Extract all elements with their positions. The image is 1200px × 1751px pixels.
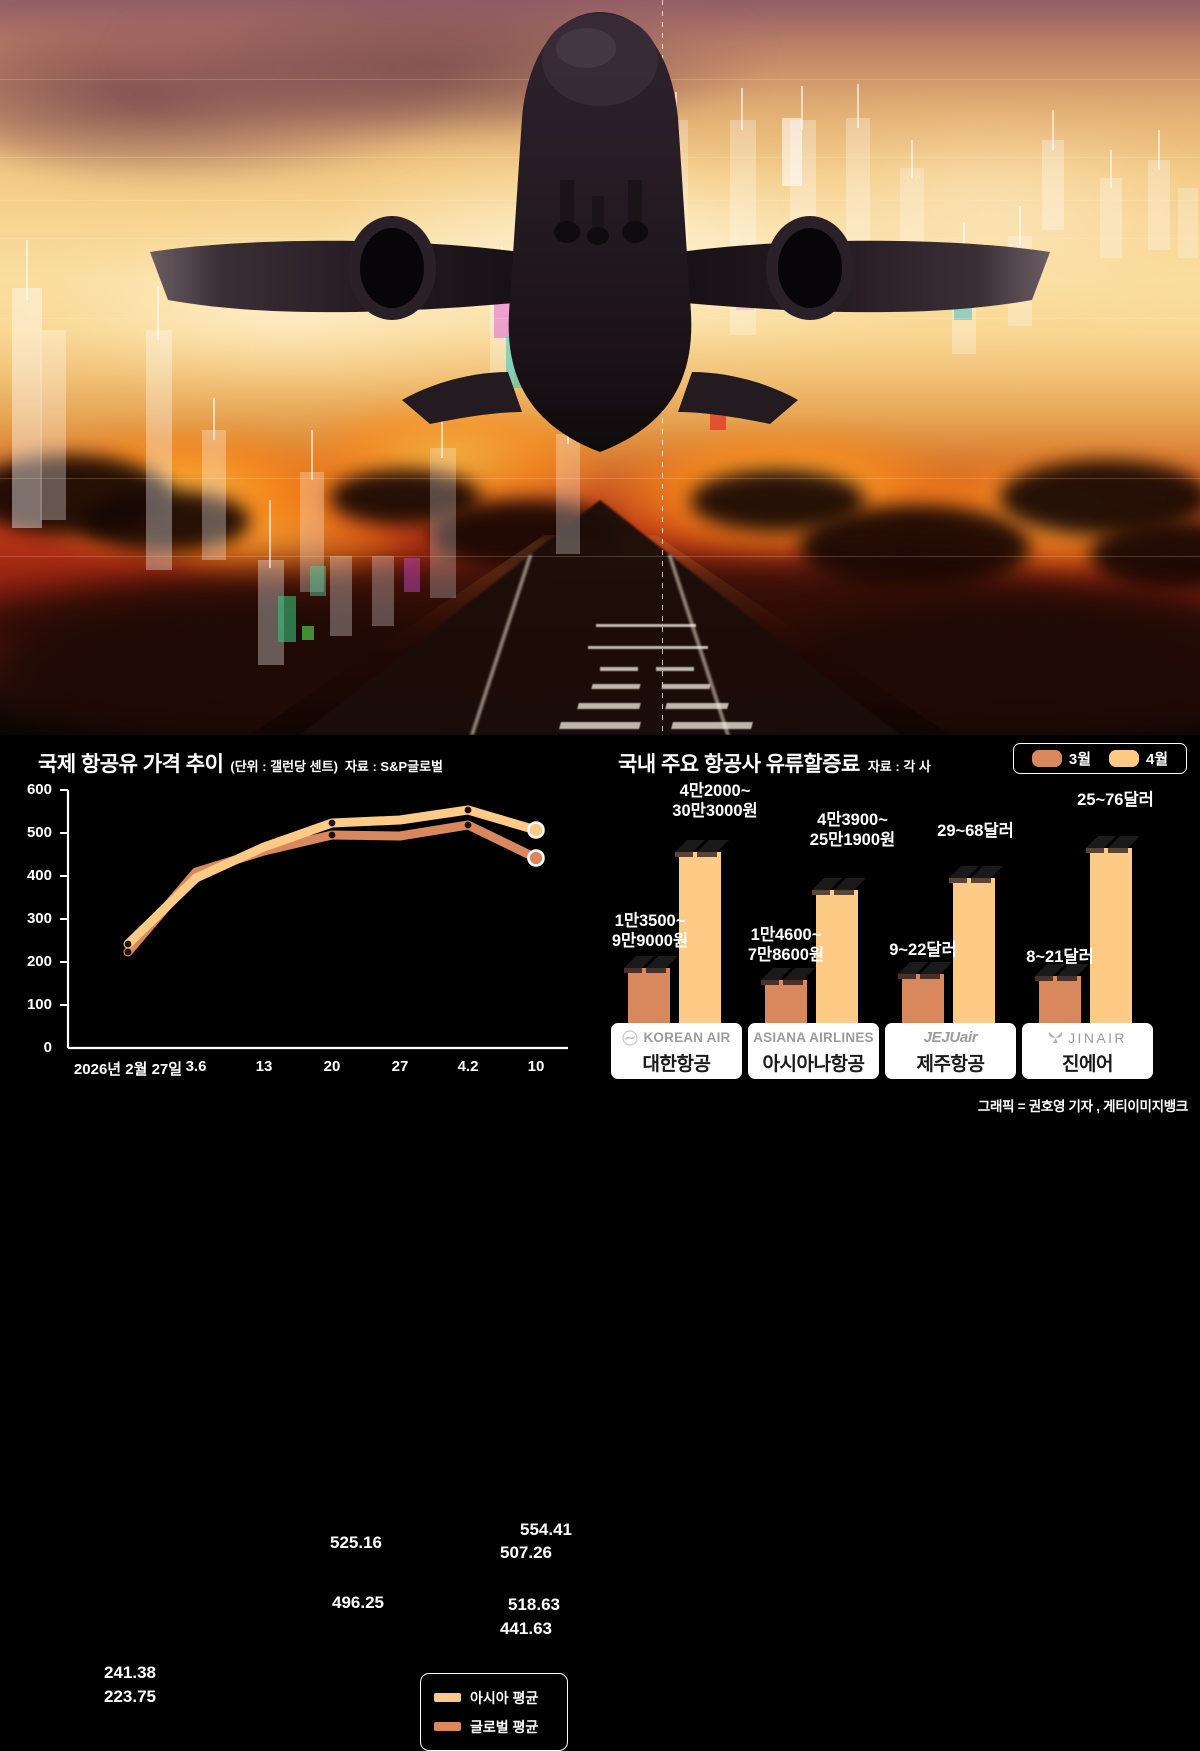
data-label-asia-first: 241.38 bbox=[104, 1663, 156, 1682]
airline-card-jinair[interactable]: JINAIR 진에어 bbox=[1022, 1023, 1153, 1079]
airline-card-asiana[interactable]: ASIANA AIRLINES 아시아나항공 bbox=[748, 1023, 879, 1079]
value-label-jejuair-march: 9~22달러 bbox=[889, 941, 957, 959]
bar-asiana-april bbox=[812, 878, 866, 1030]
y-axis-tick-200: 200 bbox=[26, 953, 52, 970]
runway-marking bbox=[656, 667, 694, 671]
data-label-global-first: 223.75 bbox=[104, 1687, 156, 1706]
value-label-jinair-march: 8~21달러 bbox=[1026, 948, 1094, 966]
data-label-global-last: 441.63 bbox=[500, 1619, 552, 1638]
airline-en-name: JEJUair bbox=[923, 1029, 978, 1046]
data-label-asia-42: 554.41 bbox=[520, 1520, 572, 1539]
bar-chart-source: 자료 : 각 사 bbox=[867, 759, 931, 774]
data-label-global-42: 518.63 bbox=[508, 1595, 560, 1614]
y-axis-tick-0: 0 bbox=[43, 1039, 52, 1056]
value-label-jejuair-april: 29~68달러 bbox=[937, 822, 1014, 840]
line-chart-source: 자료 : S&P글로벌 bbox=[344, 759, 444, 774]
bar-jejuair-april bbox=[949, 866, 1003, 1030]
runway-marking bbox=[600, 667, 638, 671]
airline-kr-name: 진에어 bbox=[1062, 1053, 1113, 1075]
legend-label-global: 글로벌 평균 bbox=[470, 1718, 539, 1735]
line-chart-unit: (단위 : 갤런당 센트) bbox=[230, 759, 338, 774]
cash-stack-icon bbox=[812, 878, 866, 895]
grid-line bbox=[0, 478, 1200, 479]
legend-label-asia: 아시아 평균 bbox=[470, 1689, 539, 1706]
legend-item-april[interactable]: 4월 bbox=[1108, 748, 1169, 769]
cash-stack-icon bbox=[1086, 836, 1140, 853]
runway-centerline bbox=[588, 646, 708, 649]
x-axis-tick-6: 10 bbox=[527, 1058, 545, 1075]
airline-card-korean-air[interactable]: KOREAN AIR 대한항공 bbox=[611, 1023, 742, 1079]
legend-swatch-march-icon bbox=[1031, 750, 1062, 767]
airline-kr-name: 제주항공 bbox=[916, 1053, 985, 1075]
airline-kr-name: 아시아나항공 bbox=[762, 1053, 865, 1075]
x-axis-tick-5: 4.2 bbox=[457, 1058, 479, 1075]
legend-item-asia[interactable]: 아시아 평균 bbox=[434, 1688, 567, 1708]
legend-item-global[interactable]: 글로벌 평균 bbox=[434, 1717, 567, 1737]
legend-label-march: 3월 bbox=[1068, 751, 1092, 768]
hero-photo-composite bbox=[0, 0, 1200, 735]
legend-item-march[interactable]: 3월 bbox=[1031, 748, 1092, 769]
bar-chart-header: 국내 주요 항공사 유류할증료 자료 : 각 사 bbox=[618, 748, 931, 778]
y-axis-tick-300: 300 bbox=[26, 910, 52, 927]
bar-chart-title: 국내 주요 항공사 유류할증료 bbox=[618, 753, 860, 776]
korean-air-logo-icon: KOREAN AIR bbox=[622, 1029, 730, 1047]
cash-stack-icon bbox=[1035, 964, 1089, 981]
jejuair-logo-icon: JEJUair bbox=[924, 1029, 978, 1047]
value-label-asiana-april: 4만3900~ 25만1900원 bbox=[809, 811, 896, 850]
cash-stack-icon bbox=[898, 962, 952, 979]
legend-swatch-global-icon bbox=[434, 1722, 461, 1731]
y-axis-tick-100: 100 bbox=[26, 996, 52, 1013]
cash-stack-icon bbox=[624, 956, 678, 973]
value-label-korean-air-april: 4만2000~ 30만3000원 bbox=[672, 782, 758, 821]
airplane-silhouette-icon bbox=[150, 12, 1050, 452]
runway-perspective bbox=[300, 500, 900, 735]
value-label-korean-air-march: 1만3500~ 9만9000원 bbox=[611, 912, 689, 951]
cash-stack-icon bbox=[761, 968, 815, 985]
x-axis-tick-0: 2026년 2월 27일 bbox=[73, 1061, 183, 1078]
bar-korean-air-april bbox=[675, 840, 729, 1030]
bar-jejuair-march bbox=[898, 962, 952, 1030]
grid-line bbox=[0, 556, 1200, 557]
airline-kr-name: 대한항공 bbox=[642, 1053, 711, 1075]
y-axis-tick-500: 500 bbox=[26, 824, 52, 841]
cash-stack-icon bbox=[949, 866, 1003, 883]
line-chart-header: 국제 항공유 가격 추이 (단위 : 갤런당 센트) 자료 : S&P글로벌 bbox=[38, 748, 443, 778]
bar-chart-legend: 3월 4월 bbox=[1013, 743, 1187, 774]
x-axis-tick-4: 27 bbox=[391, 1058, 409, 1075]
data-label-asia-20: 525.16 bbox=[330, 1533, 382, 1552]
data-panel: 국제 항공유 가격 추이 (단위 : 갤런당 센트) 자료 : S&P글로벌 bbox=[0, 735, 1200, 1751]
value-label-jinair-april: 25~76달러 bbox=[1077, 791, 1154, 809]
data-label-asia-last: 507.26 bbox=[500, 1543, 552, 1562]
runway-centerline bbox=[596, 624, 696, 627]
bar-korean-air-march bbox=[624, 956, 678, 1030]
bar-jinair-march bbox=[1035, 964, 1089, 1030]
legend-swatch-april-icon bbox=[1108, 750, 1139, 767]
legend-swatch-asia-icon bbox=[434, 1693, 461, 1702]
bar-jinair-april bbox=[1086, 836, 1140, 1030]
airline-card-jejuair[interactable]: JEJUair 제주항공 bbox=[885, 1023, 1016, 1079]
jinair-logo-icon: JINAIR bbox=[1048, 1029, 1127, 1047]
bar-asiana-march bbox=[761, 968, 815, 1030]
line-chart-plot bbox=[60, 789, 568, 1050]
x-axis-tick-2: 13 bbox=[255, 1058, 273, 1075]
x-axis-tick-3: 20 bbox=[323, 1058, 341, 1075]
x-axis-tick-1: 3.6 bbox=[185, 1058, 207, 1075]
value-label-asiana-march: 1만4600~ 7만8600원 bbox=[747, 926, 825, 965]
data-label-global-20: 496.25 bbox=[332, 1593, 384, 1612]
airline-en-name: KOREAN AIR bbox=[643, 1030, 731, 1045]
legend-label-april: 4월 bbox=[1145, 751, 1169, 768]
credit-line: 그래픽 = 권호영 기자 , 게티이미지뱅크 bbox=[977, 1099, 1188, 1114]
airline-en-name: ASIANA AIRLINES bbox=[753, 1030, 874, 1045]
y-axis-tick-400: 400 bbox=[26, 867, 52, 884]
line-chart-title: 국제 항공유 가격 추이 bbox=[38, 753, 224, 776]
smoke-cloud bbox=[80, 490, 250, 552]
line-chart-legend: 아시아 평균 글로벌 평균 bbox=[420, 1673, 568, 1751]
airline-en-name: JINAIR bbox=[1068, 1029, 1127, 1046]
y-axis-tick-600: 600 bbox=[26, 781, 52, 798]
asiana-logo-icon: ASIANA AIRLINES bbox=[753, 1029, 874, 1047]
cash-stack-icon bbox=[675, 840, 729, 857]
